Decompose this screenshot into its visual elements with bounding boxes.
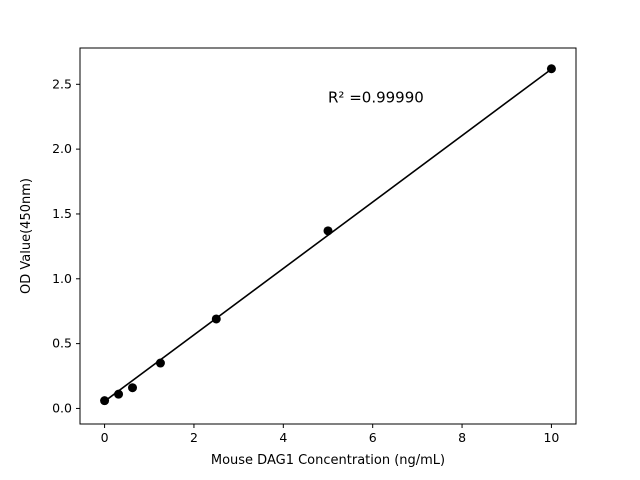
axes: 0 2 4 6 8 10 0.0 0.5 1.0 1.5 2.0 2.5 Mouse DAG1 Conc…: [19, 47, 577, 468]
data-point: [546, 64, 556, 74]
r-squared-annotation: R² =0.99990: [328, 88, 424, 106]
y-tick-label: 2.0: [52, 141, 72, 156]
x-tick-label: 8: [458, 430, 466, 445]
data-point: [114, 389, 124, 399]
plot-frame: [79, 47, 577, 425]
x-tick-label: 2: [190, 430, 198, 445]
x-tick-label: 10: [543, 430, 559, 445]
y-tick-label: 1.5: [52, 206, 72, 221]
data-point: [323, 226, 333, 236]
x-axis-ticks: 0 2 4 6 8 10: [101, 424, 559, 445]
x-tick-label: 6: [369, 430, 377, 445]
y-tick-label: 0.5: [52, 336, 72, 351]
y-axis-label: OD Value(450nm): [19, 178, 34, 294]
y-tick-label: 2.5: [52, 76, 72, 91]
x-tick-label: 4: [279, 430, 287, 445]
data-point: [128, 383, 138, 393]
y-tick-label: 0.0: [52, 400, 72, 415]
data-series: [100, 64, 556, 406]
y-tick-label: 1.0: [52, 271, 72, 286]
x-tick-label: 0: [101, 430, 109, 445]
data-point: [100, 396, 110, 406]
data-point: [155, 358, 165, 368]
y-axis-ticks: 0.0 0.5 1.0 1.5 2.0 2.5: [52, 76, 80, 415]
data-point: [211, 314, 221, 324]
x-axis-label: Mouse DAG1 Concentration (ng/mL): [211, 453, 445, 468]
